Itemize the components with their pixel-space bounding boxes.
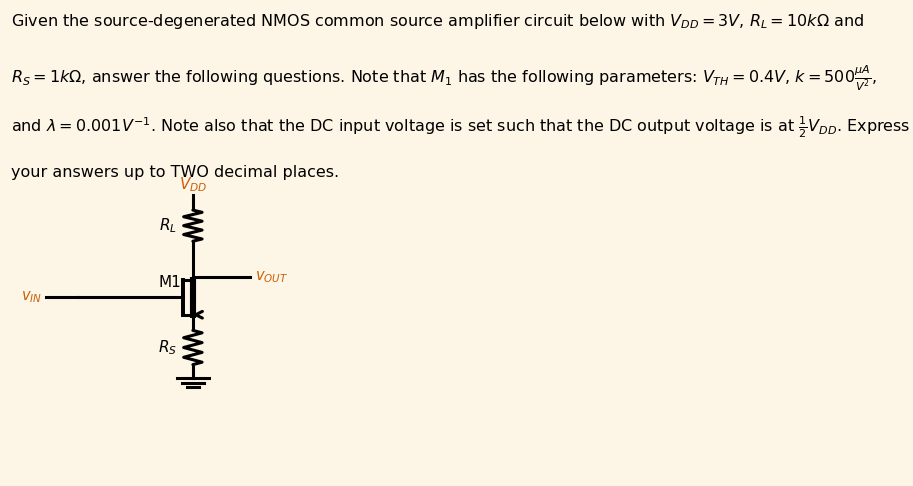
Text: Given the source-degenerated NMOS common source amplifier circuit below with $V_: Given the source-degenerated NMOS common… <box>11 12 864 31</box>
Text: M1: M1 <box>159 276 182 291</box>
Text: $v_{OUT}$: $v_{OUT}$ <box>255 269 288 285</box>
Text: $R_S$: $R_S$ <box>158 338 177 357</box>
Text: $R_S = 1k\Omega$, answer the following questions. Note that $M_1$ has the follow: $R_S = 1k\Omega$, answer the following q… <box>11 63 876 93</box>
Text: $R_L$: $R_L$ <box>159 216 177 235</box>
Text: and $\lambda = 0.001V^{-1}$. Note also that the DC input voltage is set such tha: and $\lambda = 0.001V^{-1}$. Note also t… <box>11 114 913 140</box>
Text: $V_{DD}$: $V_{DD}$ <box>179 175 207 194</box>
Text: $v_{IN}$: $v_{IN}$ <box>21 290 42 305</box>
Text: your answers up to TWO decimal places.: your answers up to TWO decimal places. <box>11 165 339 180</box>
